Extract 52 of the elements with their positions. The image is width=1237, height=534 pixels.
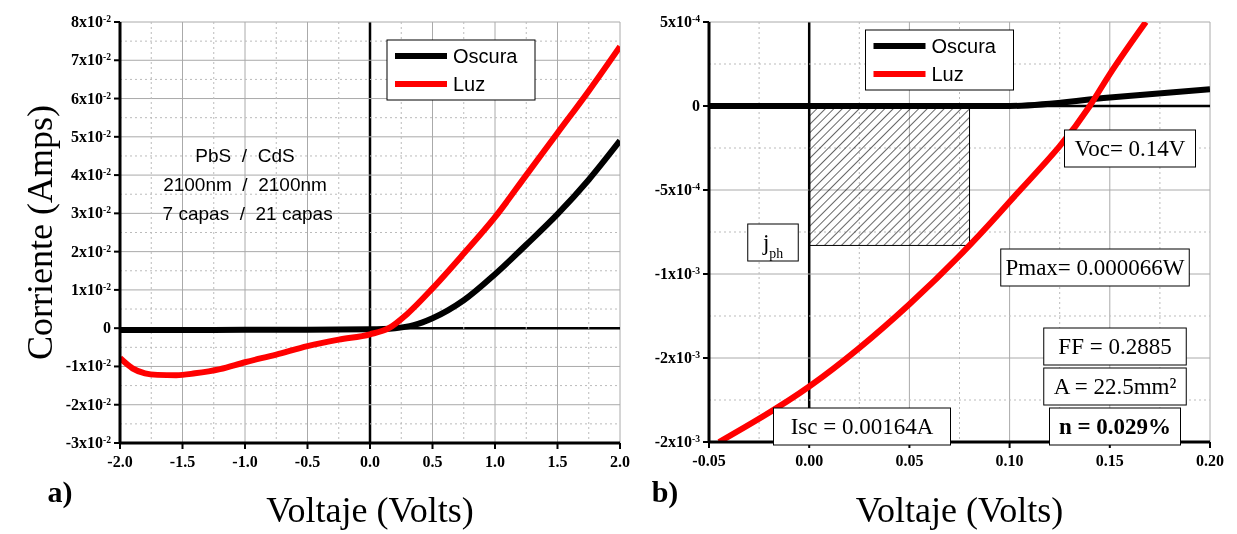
- annotation: n = 0.029%: [1058, 414, 1172, 439]
- x-tick-label: -0.5: [294, 453, 321, 470]
- y-tick-label: 4x10$^{-2}$: [71, 165, 112, 184]
- x-tick-label: 0.20: [1196, 452, 1224, 469]
- y-tick-label: -1x10$^{-2}$: [65, 356, 112, 375]
- annotation: Pmax= 0.000066W: [1005, 255, 1185, 280]
- text: a): [47, 475, 73, 509]
- x-tick-label: 0.15: [1095, 452, 1124, 469]
- y-tick-label: 3x10$^{-2}$: [71, 203, 112, 222]
- x-tick-label: 0.5: [422, 453, 443, 470]
- annotation: FF = 0.2885: [1058, 334, 1172, 359]
- y-tick-label: 7x10$^{-2}$: [71, 50, 112, 69]
- y-tick-label: 8x10$^{-2}$: [71, 12, 112, 30]
- y-tick-label: 1x10$^{-2}$: [71, 280, 112, 298]
- legend-label: Luz: [453, 73, 486, 95]
- x-tick-label: 2.0: [610, 453, 630, 470]
- x-tick-label: 0.0: [360, 453, 380, 470]
- x-tick-label: 0.05: [895, 452, 924, 469]
- y-tick-label: -2x10$^{-3}$: [654, 348, 701, 366]
- annotation: PbS / CdS: [195, 145, 295, 166]
- text: b): [651, 475, 679, 509]
- annotation: A = 22.5mm²: [1053, 374, 1177, 399]
- y-tick-label: 5x10$^{-2}$: [71, 127, 112, 145]
- y-tick-label: -3x10$^{-2}$: [65, 433, 112, 451]
- y-tick-label: 5x10$^{-4}$: [660, 12, 701, 30]
- x-tick-label: -2.0: [107, 453, 133, 470]
- annotation: Isc = 0.00164A: [790, 414, 934, 439]
- y-tick-label: -2x10$^{-3}$: [654, 432, 701, 450]
- y-tick-label: 2x10$^{-2}$: [71, 242, 112, 260]
- legend-label: Oscura: [453, 45, 519, 67]
- y-tick-label: 6x10$^{-2}$: [71, 89, 112, 107]
- annotation: Voc= 0.14V: [1074, 136, 1186, 161]
- x-tick-label: -1.0: [232, 453, 258, 470]
- y-axis-title: Corriente (Amps): [20, 105, 60, 360]
- y-tick-label: -5x10$^{-4}$: [654, 180, 701, 198]
- legend-label: Luz: [931, 63, 964, 85]
- x-axis-title: Voltaje (Volts): [266, 490, 474, 530]
- x-tick-label: 1.5: [547, 453, 568, 470]
- x-tick-label: -0.05: [692, 452, 726, 469]
- x-tick-label: 0.00: [795, 452, 824, 469]
- y-tick-label: 0: [692, 97, 700, 114]
- y-tick-label: 0: [103, 319, 111, 337]
- annotation: 2100nm / 2100nm: [163, 174, 327, 195]
- x-axis-title: Voltaje (Volts): [855, 490, 1064, 530]
- x-tick-label: 0.10: [995, 452, 1024, 469]
- y-tick-label: -2x10$^{-2}$: [65, 395, 112, 413]
- legend-label: Oscura: [931, 35, 997, 57]
- y-tick-label: -1x10$^{-3}$: [654, 264, 701, 282]
- x-tick-label: -1.5: [169, 453, 196, 470]
- annotation: j$_{ph}$: [761, 230, 784, 261]
- x-tick-label: 1.0: [485, 453, 505, 470]
- annotation: 7 capas / 21 capas: [157, 203, 333, 224]
